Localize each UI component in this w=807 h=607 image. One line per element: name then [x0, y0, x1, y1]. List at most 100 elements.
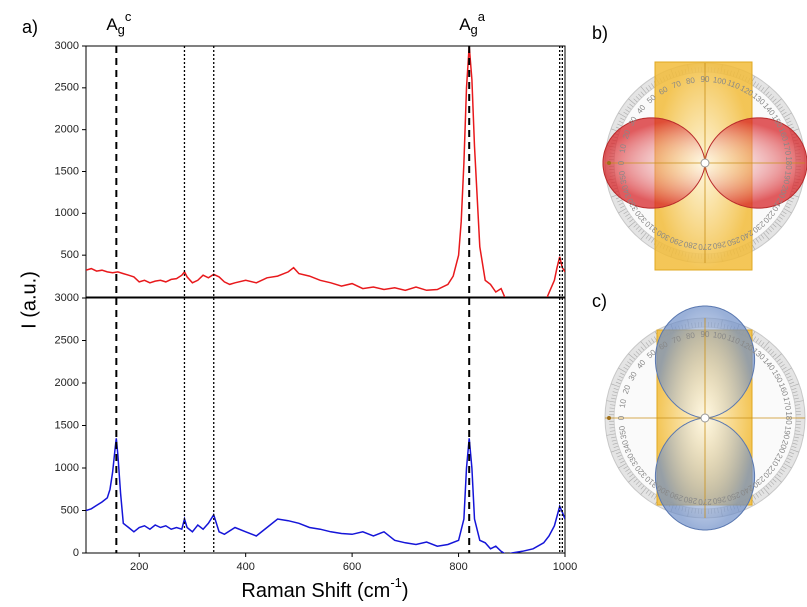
protractor-tick	[638, 228, 643, 233]
protractor-tick	[627, 216, 632, 220]
protractor-label: 80	[685, 76, 696, 87]
protractor-label: 350	[617, 425, 628, 440]
protractor-label: 10	[618, 143, 629, 154]
protractor-tick	[767, 483, 772, 488]
protractor-label: 200	[777, 184, 790, 200]
protractor-tick	[628, 221, 636, 228]
protractor-tick	[760, 489, 765, 494]
protractor-tick	[783, 112, 792, 118]
protractor-tick	[640, 232, 647, 240]
protractor-label: 110	[726, 333, 742, 346]
protractor-tick	[772, 478, 777, 483]
protractor-tick	[782, 465, 787, 470]
protractor-tick	[635, 225, 640, 230]
protractor-tick	[633, 353, 638, 358]
protractor-tick	[783, 208, 792, 214]
spectrum-line	[86, 438, 565, 553]
protractor-tick	[618, 202, 624, 206]
protractor-tick	[638, 93, 643, 98]
protractor-tick	[794, 400, 804, 403]
protractor-tick	[785, 117, 790, 121]
protractor-label: 0	[617, 160, 626, 165]
protractor-tick	[755, 238, 759, 243]
protractor-tick	[795, 404, 801, 406]
protractor-tick	[752, 81, 757, 86]
y-tick-label: 500	[61, 504, 79, 516]
protractor-tick	[640, 341, 647, 349]
protractor-tick	[780, 213, 785, 217]
peak-label-sub: g	[471, 22, 478, 37]
protractor-tick	[625, 109, 630, 113]
protractor-label: 290	[668, 235, 684, 248]
protractor-tick	[788, 199, 793, 203]
protractor-tick	[645, 87, 650, 92]
protractor-label: 250	[725, 490, 741, 503]
x-tick-label: 400	[236, 561, 254, 573]
x-tick-label: 600	[343, 561, 361, 573]
y-tick-label: 2000	[55, 377, 79, 389]
protractor-tick	[755, 338, 759, 343]
x-tick-label: 1000	[553, 561, 577, 573]
protractor-tick	[615, 451, 621, 455]
x-tick-label: 800	[449, 561, 467, 573]
protractor-tick	[611, 397, 617, 400]
x-axis-label: Raman Shift (cm-1)	[241, 575, 408, 602]
plot-frame	[85, 297, 566, 554]
protractor-tick	[633, 478, 638, 483]
protractor-tick	[763, 86, 770, 94]
y-tick-label: 2000	[55, 124, 79, 136]
peak-label-sup: a	[478, 9, 486, 24]
protractor-label: 180	[784, 411, 793, 425]
protractor-tick	[780, 364, 785, 368]
protractor-tick	[615, 381, 621, 385]
protractor-tick	[776, 473, 781, 478]
x-tick-label: 200	[130, 561, 148, 573]
protractor-tick	[758, 85, 762, 90]
protractor-label: 190	[781, 170, 792, 185]
zero-dot	[607, 161, 611, 165]
protractor-tick	[612, 391, 618, 394]
protractor-tick	[767, 348, 772, 353]
protractor-tick	[758, 340, 762, 345]
protractor-tick	[629, 358, 634, 363]
protractor-tick	[612, 442, 618, 445]
protractor-label: 80	[685, 331, 696, 342]
protractor-label: 340	[620, 438, 633, 454]
protractor-label: 350	[617, 170, 628, 185]
protractor-tick	[648, 340, 652, 345]
protractor-tick	[752, 240, 757, 245]
protractor-tick	[772, 353, 777, 358]
protractor-tick	[795, 430, 801, 432]
protractor-tick	[758, 236, 762, 241]
protractor-tick	[625, 364, 630, 368]
protractor-tick	[778, 361, 783, 365]
panel-label: a)	[22, 17, 38, 37]
protractor-label: 90	[701, 75, 710, 84]
protractor-label: 190	[781, 425, 792, 440]
protractor-tick	[782, 210, 787, 215]
protractor-tick	[623, 210, 628, 215]
x-axis-label-sup: -1	[390, 575, 402, 590]
protractor-tick	[645, 234, 650, 239]
protractor-tick	[792, 442, 798, 445]
protractor-tick	[651, 238, 655, 243]
protractor-tick	[783, 463, 792, 469]
protractor-tick	[789, 451, 795, 455]
protractor-tick	[793, 439, 799, 442]
protractor-tick	[786, 375, 792, 379]
protractor-tick	[788, 123, 793, 127]
protractor-tick	[782, 366, 787, 371]
protractor-tick	[789, 381, 795, 385]
protractor-tick	[620, 372, 625, 376]
protractor-label: 100	[712, 75, 727, 86]
protractor-tick	[786, 120, 792, 124]
protractor-label: 270	[698, 497, 712, 506]
y-tick-label: 2500	[55, 334, 79, 346]
peak-label: Agc	[106, 9, 132, 37]
protractor-tick	[795, 427, 801, 429]
peak-label-base: A	[106, 15, 118, 34]
peak-label-base: A	[459, 15, 471, 34]
protractor-tick	[774, 221, 782, 228]
protractor-tick	[752, 336, 757, 341]
protractor-tick	[609, 430, 615, 432]
